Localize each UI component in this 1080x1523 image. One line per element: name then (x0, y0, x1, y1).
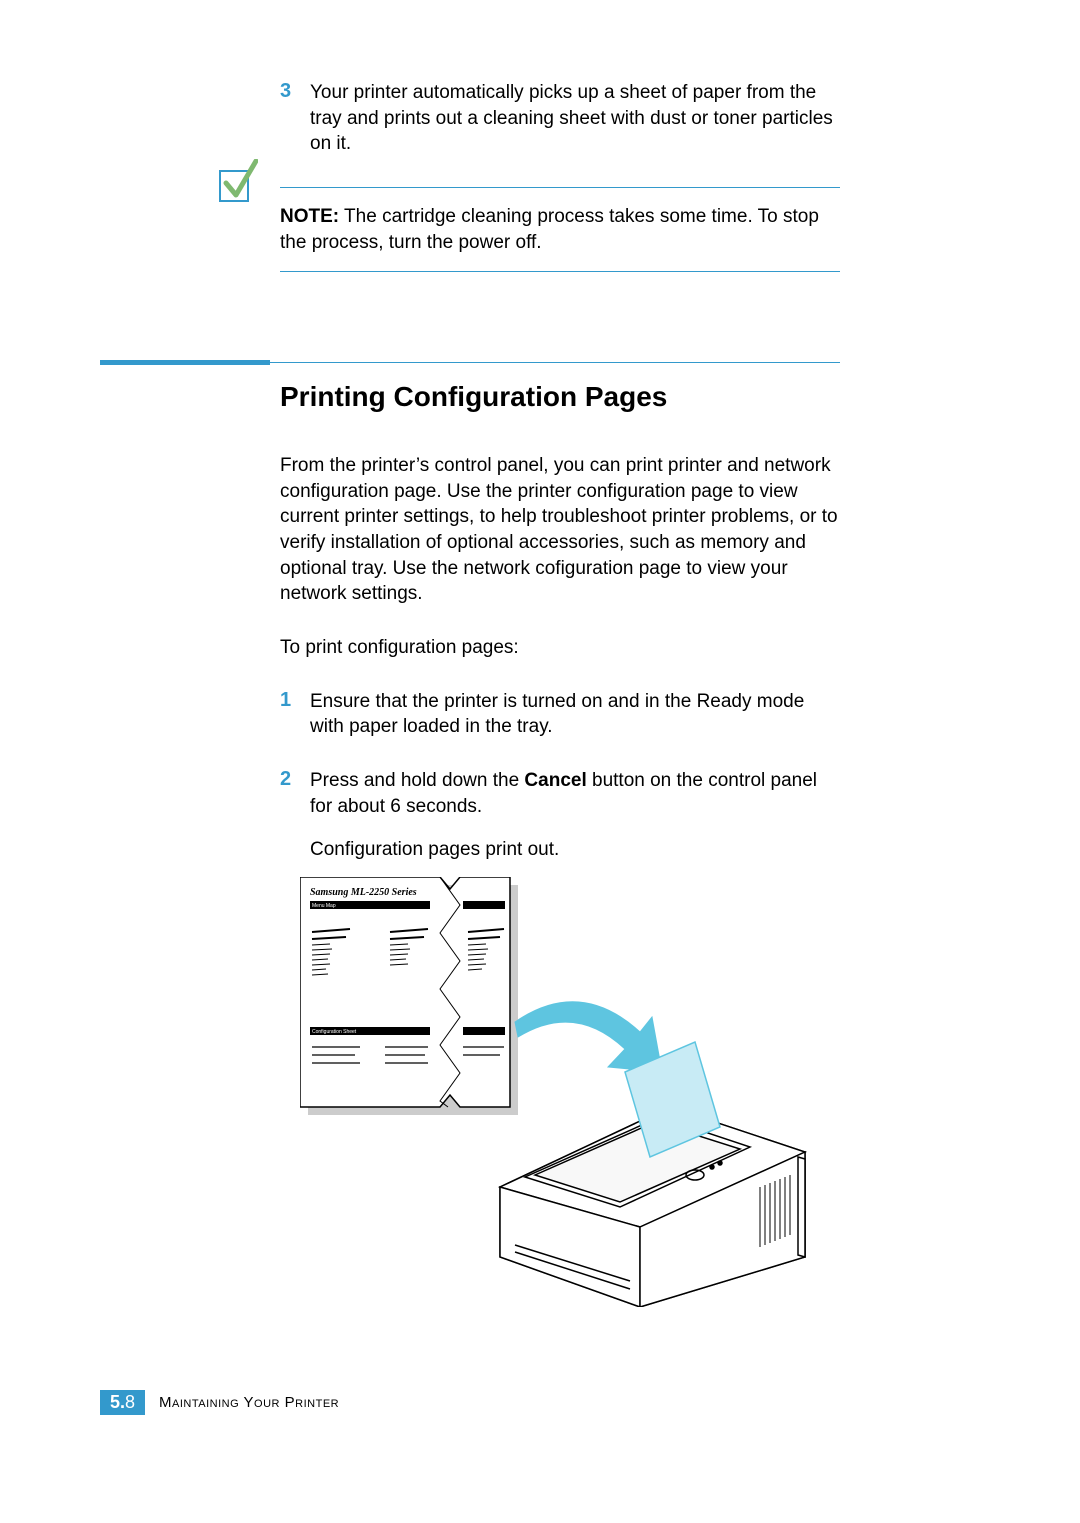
page-title-text: Samsung ML-2250 Series (310, 887, 417, 898)
step-3: 3 Your printer automatically picks up a … (280, 80, 840, 157)
config-page-illustration: Samsung ML-2250 Series Menu Map (300, 877, 810, 1307)
svg-text:Menu Map: Menu Map (312, 903, 336, 909)
result-text: Configuration pages print out. (310, 837, 840, 863)
page-chapter: 5. (110, 1392, 125, 1412)
section-intro: From the printer’s control panel, you ca… (280, 453, 840, 607)
note-text: NOTE: The cartridge cleaning process tak… (280, 188, 840, 271)
step-2-number: 2 (280, 768, 310, 819)
step-3-number: 3 (280, 80, 310, 157)
page-number-badge: 5.8 (100, 1390, 145, 1415)
note-block: NOTE: The cartridge cleaning process tak… (230, 187, 840, 272)
section-rule (100, 362, 840, 363)
svg-text:Configuration Sheet: Configuration Sheet (312, 1029, 357, 1035)
note-divider-bottom (280, 271, 840, 272)
checkmark-icon (218, 159, 258, 203)
page-number: 8 (125, 1392, 135, 1412)
section-lead: To print configuration pages: (280, 635, 840, 661)
section-heading: Printing Configuration Pages (280, 381, 840, 413)
step-2-before: Press and hold down the (310, 770, 524, 791)
footer-title: Maintaining Your Printer (159, 1394, 339, 1411)
step-2-text: Press and hold down the Cancel button on… (310, 768, 840, 819)
printer-icon (500, 1042, 805, 1307)
note-label: NOTE: (280, 206, 339, 227)
step-3-text: Your printer automatically picks up a sh… (310, 80, 840, 157)
step-2-bold: Cancel (524, 770, 586, 791)
note-body: The cartridge cleaning process takes som… (280, 206, 819, 253)
step-2: 2 Press and hold down the Cancel button … (280, 768, 840, 819)
page-footer: 5.8 Maintaining Your Printer (100, 1390, 339, 1415)
step-1-text: Ensure that the printer is turned on and… (310, 689, 840, 740)
arrow-icon (515, 1002, 662, 1072)
step-1: 1 Ensure that the printer is turned on a… (280, 689, 840, 740)
step-1-number: 1 (280, 689, 310, 740)
